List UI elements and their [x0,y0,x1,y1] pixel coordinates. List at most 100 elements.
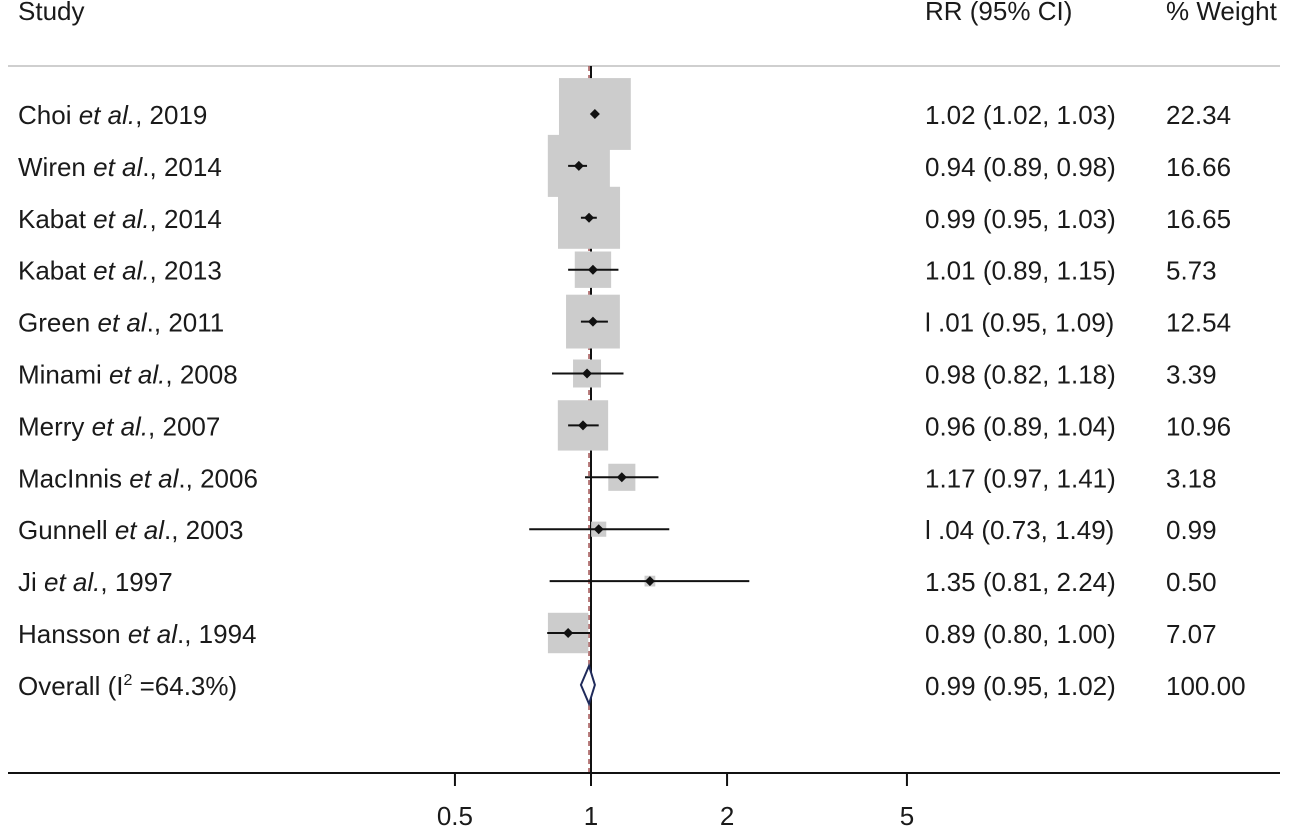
point-estimate [563,628,574,638]
estimate-column: 1.02 (1.02, 1.03) 0.94 (0.89, 0.98) 0.99 (… [925,100,1116,701]
study-year: , 2019 [135,100,207,130]
study-weight: 7.07 [1166,619,1217,649]
study-estimate: 1.17 (0.97, 1.41) [925,463,1116,493]
study-year: , 2007 [148,411,220,441]
study-weight: 22.34 [1166,100,1231,130]
study-label: Minami et al., 2008 [18,360,238,390]
study-author: Choi [18,100,79,130]
study-author: Wiren [18,152,93,182]
study-estimate: 0.99 (0.95, 1.03) [925,204,1116,234]
study-etal: et al. [109,360,165,390]
study-author: Merry [18,411,92,441]
study-year: , 2008 [165,360,237,390]
study-label: Choi et al., 2019 [18,100,207,130]
point-estimate [616,472,627,483]
study-weight: 0.99 [1166,515,1217,545]
point-estimate [573,160,584,171]
study-etal: et al [98,308,148,338]
overall-label-superscript: 2 [123,672,132,689]
study-author: Green [18,308,98,338]
study-estimate: 1.02 (1.02, 1.03) [925,100,1116,130]
study-estimate: 0.94 (0.89, 0.98) [925,152,1116,182]
study-author: Kabat [18,256,93,286]
study-label: Wiren et al., 2014 [18,152,222,182]
study-author: Kabat [18,204,93,234]
study-author: MacInnis [18,463,129,493]
study-etal: et al. [92,411,148,441]
study-etal: et al. [79,100,135,130]
study-year: , 1997 [100,567,172,597]
study-label: Ji et al., 1997 [18,567,173,597]
study-estimate: 0.98 (0.82, 1.18) [925,360,1116,390]
study-author: Hansson [18,619,128,649]
study-etal: et al [115,515,165,545]
study-year: ., 2011 [147,308,225,338]
study-estimate: 0.96 (0.89, 1.04) [925,411,1116,441]
study-weight: 3.39 [1166,360,1217,390]
study-label: Gunnell et al., 2003 [18,515,244,545]
study-label: Hansson et al., 1994 [18,619,257,649]
study-estimate: 1.35 (0.81, 2.24) [925,567,1116,597]
overall-weight: 100.00 [1166,671,1246,701]
study-year: , 2013 [150,256,222,286]
study-year: ., 2014 [142,152,222,182]
overall-label-heterogeneity: =64.3%) [132,671,237,701]
x-axis: 0.5 1 2 5 [8,772,1280,831]
study-label: Green et al., 2011 [18,308,224,338]
study-weight: 5.73 [1166,256,1217,286]
study-label: MacInnis et al., 2006 [18,463,258,493]
overall-estimate: 0.99 (0.95, 1.02) [925,671,1116,701]
study-etal: et al. [93,204,149,234]
study-weight: 12.54 [1166,308,1231,338]
study-weight: 10.96 [1166,411,1231,441]
study-year: ., 1994 [177,619,257,649]
study-label: Merry et al., 2007 [18,411,220,441]
study-etal: et al. [44,567,100,597]
study-weight: 3.18 [1166,463,1217,493]
study-author: Ji [18,567,44,597]
point-estimate [593,524,604,535]
point-estimates [563,109,655,707]
study-author: Minami [18,360,109,390]
study-estimate: 1.01 (0.89, 1.15) [925,256,1116,286]
weight-column: 22.34 16.66 16.65 5.73 12.54 3.39 10.96 3.18 0.9… [1166,100,1246,701]
point-estimate [644,576,655,587]
point-estimate [587,264,598,275]
x-tick-label: 2 [720,801,734,831]
header-study: Study [18,0,85,26]
study-weight: 16.66 [1166,152,1231,182]
x-tick-label: 0.5 [437,801,473,831]
point-estimate [587,316,598,327]
overall-label-text: Overall (I [18,671,123,701]
point-estimate [577,420,588,431]
overall-diamond [579,662,596,707]
point-estimate [589,109,600,119]
x-tick-label: 1 [584,801,598,831]
weight-boxes [547,78,656,654]
overall-label: Overall (I2 =64.3%) [18,671,237,701]
point-estimate [584,212,595,223]
study-weight: 16.65 [1166,204,1231,234]
header-estimate: RR (95% CI) [925,0,1072,26]
study-estimate: l .04 (0.73, 1.49) [925,515,1114,545]
study-etal: et al [93,152,143,182]
study-label: Kabat et al., 2013 [18,256,222,286]
study-estimate: 0.89 (0.80, 1.00) [925,619,1116,649]
study-etal: et al [129,463,179,493]
header-weight: % Weight [1166,0,1278,26]
study-weight: 0.50 [1166,567,1217,597]
study-author: Gunnell [18,515,115,545]
column-headers: Study RR (95% CI) % Weight [18,0,1278,26]
study-estimate: l .01 (0.95, 1.09) [925,308,1114,338]
study-label: Kabat et al., 2014 [18,204,222,234]
point-estimate [582,368,593,379]
study-etal: et al. [93,256,149,286]
study-year: ., 2003 [164,515,244,545]
study-year: , 2014 [150,204,222,234]
study-year: ., 2006 [178,463,258,493]
x-tick-label: 5 [900,801,914,831]
study-etal: et al [128,619,178,649]
